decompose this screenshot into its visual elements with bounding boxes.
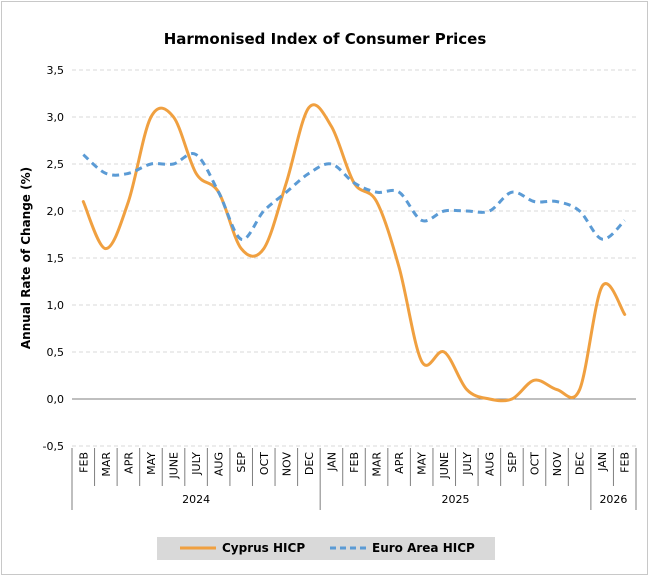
- x-tick-label: AUG: [483, 452, 496, 476]
- x-tick-label: JUNE: [168, 452, 181, 480]
- y-tick-label: -0,5: [43, 440, 64, 453]
- legend-euro-label: Euro Area HICP: [372, 541, 475, 555]
- y-tick-labels: -0,5 0,0 0,5 1,0 1,5 2,0 2,5 3,0 3,5: [43, 64, 64, 453]
- y-tick-label: 0,5: [47, 346, 65, 359]
- x-tick-label: AUG: [213, 452, 226, 476]
- x-tick-label: JAN: [596, 452, 609, 472]
- x-tick-label: JAN: [325, 452, 338, 472]
- y-tick-label: 2,0: [47, 205, 65, 218]
- x-tick-label: SEP: [506, 452, 519, 473]
- legend-box: [157, 537, 495, 560]
- x-tick-label: FEB: [348, 452, 361, 473]
- x-tick-label: NOV: [551, 452, 564, 477]
- legend: Cyprus HICP Euro Area HICP: [157, 537, 495, 560]
- y-axis-label: Annual Rate of Change (%): [19, 167, 33, 349]
- y-tick-label: 3,0: [47, 111, 65, 124]
- x-tick-label: APR: [122, 452, 135, 474]
- x-tick-label: NOV: [280, 452, 293, 477]
- x-year-label: 2025: [442, 493, 470, 506]
- x-year-label: 2026: [599, 493, 627, 506]
- x-tick-label: APR: [393, 452, 406, 474]
- x-year-label: 2024: [182, 493, 210, 506]
- gridlines: [72, 69, 636, 447]
- x-tick-label: MAY: [416, 452, 429, 475]
- x-axis: FEB MAR APR MAY JUNE JULY AUG SEP OCT NOV DEC JAN FE…: [71, 448, 637, 510]
- x-tick-label: SEP: [235, 452, 248, 473]
- y-tick-label: 0,0: [47, 393, 65, 406]
- series-lines: [81, 103, 627, 403]
- x-tick-label: JUNE: [438, 452, 451, 480]
- x-tick-label: DEC: [574, 452, 587, 475]
- y-tick-label: 1,5: [47, 252, 65, 265]
- x-tick-label: JULY: [461, 452, 474, 476]
- y-tick-label: 3,5: [47, 64, 65, 77]
- x-tick-label: DEC: [303, 452, 316, 475]
- chart-title: Harmonised Index of Consumer Prices: [164, 30, 487, 48]
- x-tick-label: OCT: [528, 452, 541, 475]
- x-tick-label: FEB: [619, 452, 632, 473]
- x-tick-label: JULY: [190, 452, 203, 476]
- euro-area-hicp-line: [82, 152, 626, 241]
- x-tick-label: MAR: [100, 452, 113, 477]
- x-tick-label: OCT: [258, 452, 271, 475]
- legend-cyprus-label: Cyprus HICP: [222, 541, 305, 555]
- x-tick-label: MAR: [371, 452, 384, 477]
- x-tick-label: MAY: [145, 452, 158, 475]
- x-tick-label: FEB: [77, 452, 90, 473]
- y-tick-label: 1,0: [47, 299, 65, 312]
- y-tick-label: 2,5: [47, 158, 65, 171]
- cyprus-hicp-line: [81, 103, 627, 403]
